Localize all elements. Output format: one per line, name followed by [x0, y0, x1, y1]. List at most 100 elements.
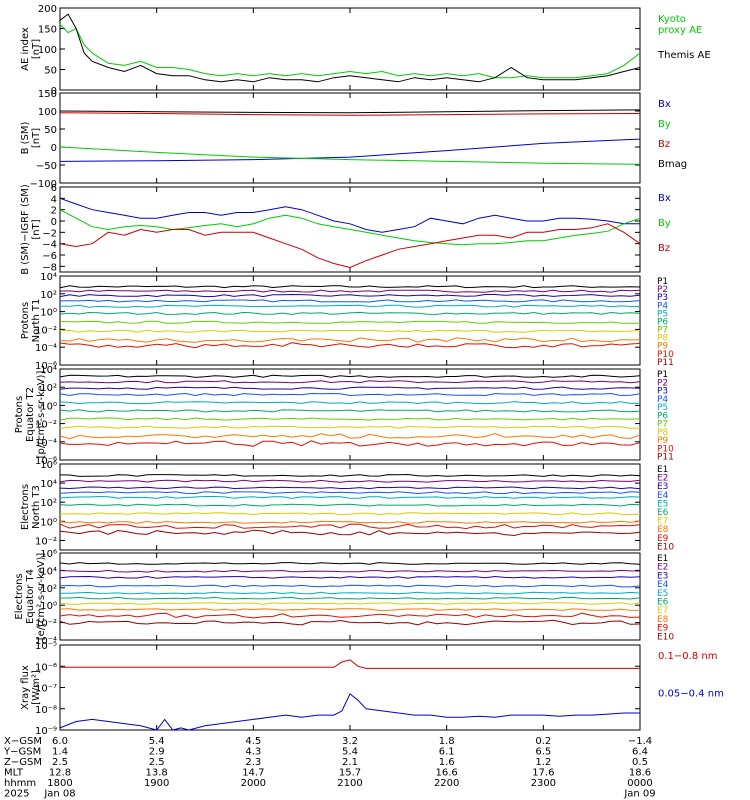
y-tick-label: 6: [51, 183, 57, 194]
y-tick-label: −8: [42, 262, 57, 273]
legend-label: E9: [657, 534, 669, 544]
y-tick-label: 10⁻⁴: [35, 636, 57, 647]
channel-line: [59, 409, 641, 413]
y-axis-label: ElectronsEquator T4[e/(cm²-s-sr-keV)]: [14, 553, 47, 641]
footer-value: 2.9: [149, 747, 165, 758]
legend-label: E10: [657, 632, 674, 642]
y-tick-label: 10⁴: [40, 365, 57, 376]
legend-label: P2: [657, 378, 668, 388]
footer-value: 1800: [47, 778, 72, 789]
channel-line: [59, 619, 641, 626]
footer-row-label: MLT: [4, 768, 24, 779]
legend-label: P10: [657, 350, 674, 360]
series-line: [59, 24, 641, 79]
channel-line: [59, 392, 641, 397]
y-tick-label: 10⁰: [40, 517, 57, 528]
legend-label: P5: [657, 403, 668, 413]
legend-label: Bx: [658, 99, 671, 110]
panel-frame: [59, 92, 641, 184]
channel-line: [59, 440, 641, 447]
footer-value: 16.6: [436, 768, 458, 779]
series-line: [60, 659, 640, 669]
legend-label: P11: [657, 358, 674, 368]
y-tick-label: 2: [51, 206, 57, 217]
y-axis-label: ElectronsNorth T3: [20, 484, 42, 530]
y-tick-label: 10⁶: [40, 549, 57, 560]
footer-value: 1.8: [439, 736, 455, 747]
channel-line: [59, 293, 641, 298]
channel-line: [59, 591, 641, 595]
y-tick-label: 10⁻²: [35, 619, 57, 630]
y-axis-label: Xray flux[W/m²]: [20, 665, 42, 710]
footer-value: 4.3: [245, 747, 261, 758]
legend-label: Bz: [658, 243, 670, 254]
footer-value: 1900: [144, 778, 169, 789]
legend-label: E1: [657, 465, 668, 475]
legend-label: P10: [657, 444, 674, 454]
channel-line: [59, 320, 641, 324]
footer-row-label: Y−GSM: [3, 747, 41, 758]
legend-label: Bz: [658, 139, 670, 150]
channel-line: [59, 380, 641, 384]
footer-value: −1.4: [628, 736, 652, 747]
y-tick-label: 200: [38, 4, 57, 15]
y-axis-label: B (SM)−IGRF (SM)[nT]: [20, 184, 42, 275]
channel-line: [59, 299, 641, 303]
y-tick-label: 10²: [40, 383, 57, 394]
legend-label: P3: [657, 387, 668, 397]
legend-label: E7: [657, 517, 668, 527]
legend-label: E2: [657, 563, 668, 573]
legend-label: E8: [657, 525, 669, 535]
footer-value: 3.2: [342, 736, 358, 747]
footer-value: 6.4: [632, 747, 648, 758]
channel-line: [59, 491, 641, 495]
y-tick-label: 10⁶: [40, 460, 57, 471]
footer-value: 2.5: [149, 757, 165, 768]
legend-label: E3: [657, 571, 668, 581]
y-tick-label: 10⁻²: [35, 325, 57, 336]
y-tick-label: 10⁻⁶: [35, 361, 57, 372]
legend-label: E3: [657, 482, 668, 492]
footer-value: 2100: [337, 778, 362, 789]
y-tick-label: 10⁻⁴: [35, 343, 57, 354]
legend-label: Bmag: [658, 159, 687, 170]
channel-line: [59, 417, 641, 421]
y-tick-label: 10⁻⁹: [35, 726, 57, 737]
y-tick-label: 10⁴: [40, 566, 57, 577]
legend-label: P4: [657, 395, 668, 405]
y-tick-label: 50: [44, 66, 57, 77]
panel-frame: [59, 463, 641, 551]
y-tick-label: 10⁻⁶: [35, 456, 57, 467]
channel-line: [59, 342, 641, 349]
legend-label: P4: [657, 301, 668, 311]
y-tick-label: 10⁻²: [35, 536, 57, 547]
y-axis-label: ProtonsNorth T1: [20, 299, 42, 343]
footer-value: 14.7: [242, 768, 264, 779]
footer-row-label: 2025: [4, 789, 29, 800]
channel-line: [60, 512, 641, 516]
legend-label: P8: [657, 428, 668, 438]
legend-label: E4: [657, 491, 669, 501]
y-tick-label: 10⁻⁸: [35, 705, 57, 716]
footer-row-label: X−GSM: [4, 736, 42, 747]
channel-line: [59, 289, 641, 293]
channel-line: [59, 473, 641, 477]
y-tick-label: 10⁻⁵: [35, 641, 57, 652]
legend-label: E4: [657, 580, 669, 590]
channel-line: [59, 311, 641, 315]
channel-line: [59, 584, 641, 588]
legend-label: P6: [657, 411, 668, 421]
channel-line: [59, 401, 641, 405]
channel-line: [59, 569, 641, 573]
channel-line: [59, 529, 641, 537]
legend-label: 0.1−0.8 nm: [658, 651, 717, 662]
legend-label: E6: [657, 598, 669, 608]
y-tick-label: 100: [38, 107, 57, 118]
channel-line: [59, 425, 641, 429]
y-tick-label: 10⁰: [40, 601, 57, 612]
channel-line: [59, 386, 641, 390]
channel-line: [59, 329, 641, 333]
legend-label: Kyoto: [658, 14, 686, 25]
series-line: [59, 13, 641, 83]
